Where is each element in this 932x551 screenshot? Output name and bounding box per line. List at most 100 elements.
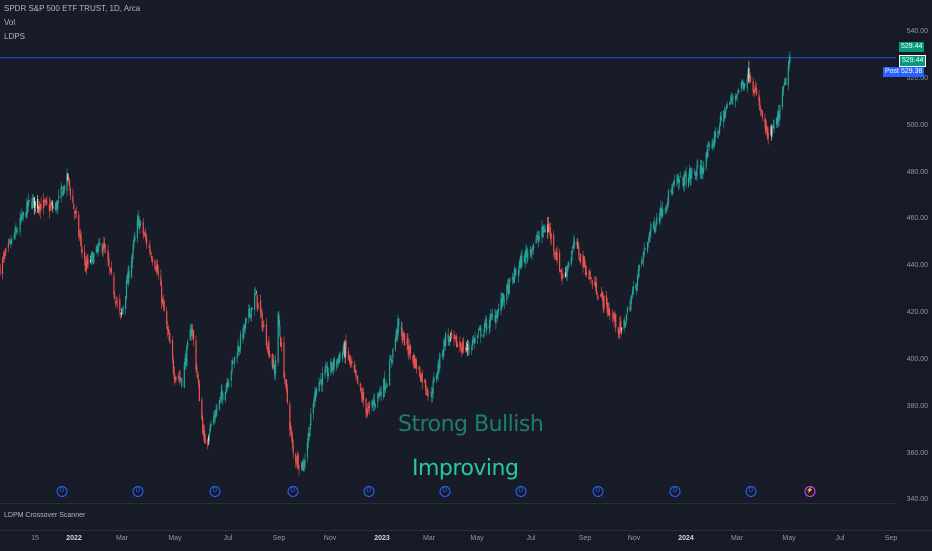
- time-axis[interactable]: 15 2022 Mar May Jul Sep Nov 2023 Mar May Jul Sep Nov…: [0, 530, 932, 551]
- volume-legend[interactable]: Vol: [4, 18, 16, 27]
- candle: [688, 169, 691, 179]
- candle: [126, 278, 128, 283]
- price-scale[interactable]: 540.00 520.00 500.00 480.00 460.00 440.00 420.…: [896, 0, 932, 530]
- candle: [109, 269, 112, 272]
- candle: [86, 260, 88, 265]
- candle: [443, 339, 445, 352]
- candle: [731, 97, 733, 99]
- candle: [426, 389, 428, 395]
- candle: [468, 347, 470, 350]
- symbol-legend[interactable]: SPDR S&P 500 ETF TRUST, 1D, Arca: [4, 4, 141, 13]
- candle: [770, 127, 772, 135]
- dividend-marker-icon[interactable]: D: [132, 486, 144, 497]
- lightning-marker-icon[interactable]: ⚡: [804, 486, 816, 497]
- candle: [122, 306, 124, 311]
- candle: [530, 250, 532, 255]
- candle: [325, 367, 327, 372]
- candle: [125, 280, 128, 299]
- candle: [424, 381, 427, 390]
- dividend-marker-icon[interactable]: D: [439, 486, 451, 497]
- candle: [433, 378, 435, 382]
- candle: [579, 257, 581, 261]
- scanner-pane[interactable]: LDPM Crossover Scanner: [0, 503, 896, 531]
- candle: [353, 365, 355, 371]
- candle: [383, 378, 386, 391]
- price-tick-label: 380.00: [906, 402, 928, 410]
- time-tick-label: Nov: [323, 535, 337, 542]
- candle: [644, 248, 646, 250]
- candle: [161, 299, 164, 303]
- candle: [227, 383, 229, 386]
- candle: [85, 260, 87, 270]
- dividend-marker-icon[interactable]: D: [745, 486, 757, 497]
- candle: [437, 363, 439, 375]
- price-tick-label: 500.00: [906, 121, 928, 129]
- scanner-pane-title[interactable]: LDPM Crossover Scanner: [4, 512, 86, 519]
- candle: [324, 370, 326, 375]
- candle: [266, 346, 268, 350]
- dividend-marker-icon[interactable]: D: [363, 486, 375, 497]
- candle: [251, 307, 253, 310]
- candle: [25, 212, 27, 217]
- candle: [345, 340, 347, 350]
- indicator-legend[interactable]: LDPS: [4, 32, 25, 41]
- candle: [697, 165, 699, 167]
- candle: [73, 211, 76, 214]
- candle: [98, 242, 100, 247]
- candle: [743, 83, 745, 88]
- candle: [168, 332, 170, 341]
- candle: [145, 237, 148, 245]
- candle: [396, 331, 398, 335]
- candle: [136, 219, 138, 238]
- chart-area[interactable]: [0, 0, 896, 502]
- candle: [758, 94, 760, 102]
- candle: [777, 111, 779, 122]
- dividend-marker-icon[interactable]: D: [56, 486, 68, 497]
- dividend-marker-icon[interactable]: D: [592, 486, 604, 497]
- candle: [600, 295, 602, 297]
- candle: [312, 403, 314, 414]
- candle: [588, 273, 590, 275]
- candle: [267, 343, 269, 349]
- dividend-marker-icon[interactable]: D: [287, 486, 299, 497]
- dividend-marker-icon[interactable]: D: [669, 486, 681, 497]
- candle: [566, 266, 568, 277]
- candle: [151, 258, 154, 263]
- candle: [373, 401, 375, 405]
- candle: [537, 236, 539, 240]
- candle: [765, 126, 768, 131]
- time-tick-label: May: [470, 535, 484, 542]
- candle: [359, 383, 361, 387]
- candle: [525, 249, 527, 253]
- candle: [21, 213, 23, 221]
- candle: [494, 315, 496, 322]
- price-chart[interactable]: [0, 0, 896, 502]
- dividend-marker-icon[interactable]: D: [209, 486, 221, 497]
- candle: [502, 293, 505, 300]
- candle: [641, 259, 644, 261]
- candle: [589, 276, 592, 278]
- candle: [388, 361, 391, 386]
- candle: [471, 340, 474, 347]
- candle: [62, 191, 64, 197]
- candle: [631, 291, 634, 296]
- candle: [257, 302, 259, 310]
- candle: [175, 376, 177, 381]
- candle: [244, 325, 246, 329]
- candle: [32, 198, 34, 209]
- candle: [191, 328, 193, 337]
- candle: [518, 262, 520, 269]
- candle: [201, 399, 203, 419]
- candle: [4, 253, 6, 256]
- candle: [749, 76, 752, 82]
- candle: [667, 202, 669, 206]
- candle: [260, 311, 262, 313]
- candle: [672, 185, 674, 194]
- candle: [524, 251, 526, 264]
- candle: [708, 145, 710, 148]
- candle: [49, 205, 51, 210]
- candle: [596, 296, 598, 298]
- candle: [280, 343, 283, 346]
- dividend-marker-icon[interactable]: D: [515, 486, 527, 497]
- candle: [245, 318, 247, 322]
